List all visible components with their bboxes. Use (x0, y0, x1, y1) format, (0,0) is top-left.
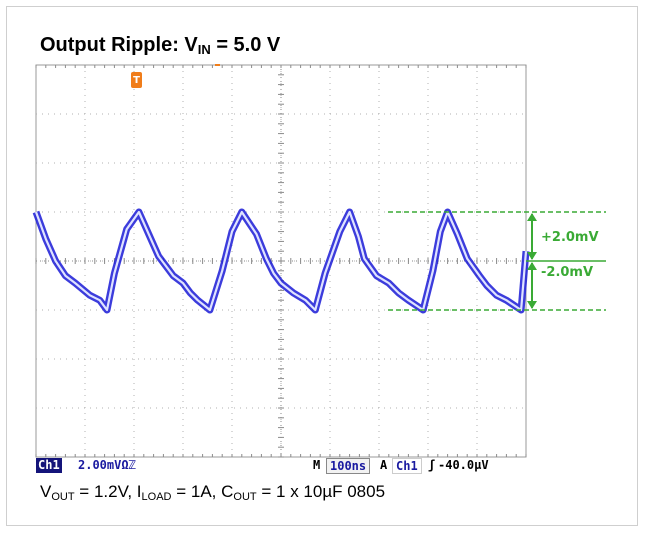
trigger-marker-label: T (133, 75, 140, 86)
upper-arrow-head-down (527, 252, 537, 260)
trigger-marker: T (131, 64, 220, 88)
trigger-marker-tip (131, 81, 142, 88)
ripple-upper-label: +2.0mV (541, 230, 599, 245)
trigger-level: -40.0µV (438, 458, 489, 472)
trigger-channel: Ch1 (392, 458, 422, 474)
upper-arrow-head-up (527, 213, 537, 221)
horizontal-mode: M (313, 458, 321, 472)
test-conditions-caption: VOUT = 1.2V, ILOAD = 1A, COUT = 1 x 10µF… (40, 482, 386, 503)
trigger-slope-icon: ʃ (428, 458, 436, 472)
trigger-mode: A (380, 458, 388, 472)
channel-badge: Ch1 (36, 458, 62, 473)
ripple-reference-lines (388, 211, 606, 311)
lower-arrow-head-down (527, 301, 537, 309)
lower-arrow-head-up (527, 262, 537, 270)
timebase: 100ns (326, 458, 371, 474)
ripple-lower-label: -2.0mV (541, 265, 594, 280)
graticule-center-ticks (35, 65, 527, 458)
chart-title: Output Ripple: VIN = 5.0 V (40, 34, 281, 57)
scope-status-bar: Ch1 2.00mVΩℤ M 100ns A Ch1 ʃ -40.0µV (36, 457, 526, 474)
vertical-scale: 2.00mVΩℤ (78, 458, 136, 472)
